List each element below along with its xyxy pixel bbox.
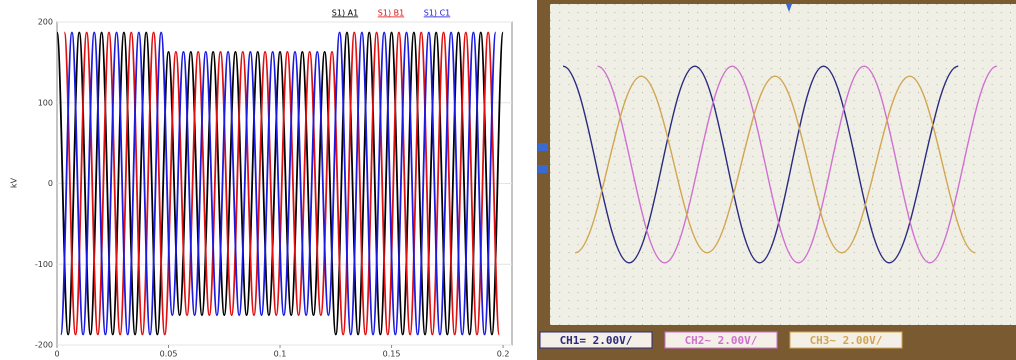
channel-marker [538, 165, 548, 173]
x-tick-label: 0.2 [497, 350, 510, 359]
x-tick-label: 0.05 [160, 350, 178, 359]
channel-marker [538, 143, 548, 151]
legend-label: CH2~ 2.00V/ [685, 334, 758, 347]
legend-label: CH1= 2.00V/ [560, 334, 633, 347]
y-tick-label: -200 [35, 341, 53, 350]
legend-label: CH3~ 2.00V/ [810, 334, 883, 347]
y-tick-label: 0 [48, 179, 53, 188]
scope-grid [550, 4, 1016, 325]
legend-label: S1) C1 [424, 9, 451, 18]
x-tick-label: 0.1 [274, 350, 287, 359]
legend-label: S1) B1 [378, 9, 404, 18]
x-tick-label: 0.15 [383, 350, 401, 359]
legend-label: S1) A1 [332, 9, 358, 18]
x-tick-label: 0 [54, 350, 59, 359]
y-axis-label: kV [10, 177, 19, 188]
y-tick-label: 200 [38, 18, 53, 27]
y-tick-label: 100 [38, 98, 53, 107]
y-tick-label: -100 [35, 260, 53, 269]
figure: kV -200 -100 0 100 200 0 0.05 0.1 0.15 0.2 S1) A1 S… [0, 0, 1016, 360]
